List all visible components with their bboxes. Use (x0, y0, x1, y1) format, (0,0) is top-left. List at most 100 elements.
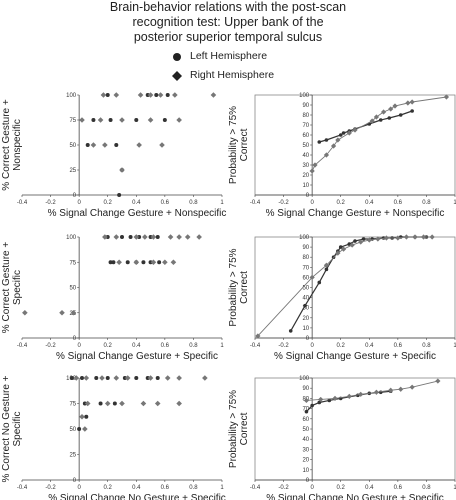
row3-probability-point-right (358, 391, 364, 397)
row3-scatter-point-left (70, 376, 74, 380)
row2-scatter-point-left (120, 235, 124, 239)
row2-scatter-point-right (167, 234, 174, 240)
row3-scatter-point-left (145, 376, 150, 380)
row2-probability-point-right (429, 234, 435, 240)
row1-probability-point-left (398, 113, 403, 117)
row2-probability-point-left (317, 280, 322, 285)
row1-scatter-point-right (79, 117, 85, 123)
row1-scatter-point-right (113, 92, 120, 98)
row1-scatter-point-right (210, 92, 217, 98)
row2-scatter-x-tick-label: -0.4 (17, 343, 28, 349)
row2-scatter-point-right (184, 234, 191, 240)
row3-probability-x-tick-label: 0.6 (394, 485, 403, 491)
row3-probability-point-right (373, 389, 380, 395)
row1-probability-frame (254, 94, 456, 196)
row3-probability-x-tick-label: -0.4 (250, 485, 261, 491)
row2-scatter-x-tick-label: 0.8 (189, 343, 198, 349)
title-line: Brain-behavior relations with the post-s… (109, 0, 347, 14)
row1-scatter-x-tick-label: 0.6 (161, 200, 170, 206)
row3-scatter-x-label: % Signal Change No Gesture + Specific (48, 493, 226, 500)
row2-scatter-point-right (150, 234, 157, 240)
row2-probability-point-right (383, 235, 390, 241)
row3-probability-point-right (332, 395, 338, 401)
row1-scatter-point-right (97, 117, 104, 123)
row2-probability-point-right (412, 234, 418, 240)
title-line: recognition test: Upper bank of the (132, 15, 324, 29)
row2-probability-point-left (288, 329, 293, 333)
row3-probability-point-left (310, 403, 314, 408)
row2-scatter-y-tick-label: 100 (66, 235, 77, 241)
row2-probability-y-tick-label: 70 (302, 265, 309, 271)
row1-probability-point-left (324, 138, 329, 142)
row1-probability-point-right (405, 100, 411, 106)
row1-scatter-point-right (147, 92, 154, 98)
row2-probability-point-right (403, 234, 410, 240)
row3-scatter-point-right (113, 375, 120, 381)
row1-probability-y-tick-label: 20 (302, 173, 309, 179)
row1-probability-y-tick-label: 60 (302, 133, 309, 139)
row2-scatter-point-right (59, 309, 65, 316)
row1-probability-point-right (388, 106, 394, 112)
row3-probability-x-tick-label: 0 (310, 485, 314, 491)
row1-scatter-y-label-line: Nonspecific (12, 119, 23, 171)
row3-scatter-point-left (105, 376, 110, 380)
row1-scatter-point-left (162, 118, 167, 122)
row1-probability-point-right (330, 143, 337, 149)
row1-scatter-x-tick-label: 0 (77, 200, 81, 206)
row3-probability-y-label: Probability > 75%Correct (228, 390, 250, 468)
row3-scatter-point-left (134, 376, 139, 380)
row2-probability-y-tick-label: 10 (302, 326, 309, 332)
row2-scatter-point-right (176, 234, 182, 240)
row2-scatter-point-left (148, 260, 153, 265)
row3-scatter-y-tick-label: 25 (69, 453, 76, 459)
row1-probability-point-right (373, 114, 380, 120)
row3-probability-point-right (346, 393, 352, 399)
row1-probability-x-tick-label: 0.6 (394, 200, 403, 206)
row2-probability-point-right (349, 242, 355, 248)
row3-probability-x-tick-label: 0.8 (422, 485, 431, 491)
row1-probability-point-right (409, 99, 415, 105)
figure-title: Brain-behavior relations with the post-s… (0, 0, 456, 45)
row2-probability-y-tick-label: 60 (302, 275, 309, 281)
row2-scatter-x-label: % Signal Change Gesture + Specific (56, 351, 218, 362)
row2-scatter-point-right (150, 259, 157, 266)
row1-scatter-point-right (172, 92, 178, 98)
row2-probability-point-right (335, 250, 341, 256)
row3-scatter-point-left (112, 401, 117, 406)
row3-scatter-x-tick-label: 0.8 (189, 485, 198, 491)
row3-probability-x-label: % Signal Change No Gesture + Specific (266, 493, 444, 500)
row3-probability-y-tick-label: 20 (302, 458, 309, 464)
row1-probability-x-tick-label: -0.4 (250, 200, 261, 206)
row1-probability-point-left (410, 109, 414, 113)
row1-scatter-point-left (108, 118, 113, 122)
row2-scatter-point-right (102, 234, 108, 240)
row1-probability-y-label-line: Probability > 75% (228, 106, 239, 184)
row3-probability-line-right (306, 380, 438, 401)
row1-scatter-y-tick-label: 100 (66, 93, 77, 99)
row3-scatter-point-right (79, 413, 85, 420)
row2-probability-point-right (366, 237, 372, 243)
row2-scatter-point-left (137, 235, 142, 239)
legend-entry-right: Right Hemisphere (170, 66, 274, 85)
row2-scatter-x-tick-label: 0 (77, 343, 81, 349)
row2-probability-line-left (290, 236, 427, 332)
row3-probability-y-tick-label: 60 (302, 417, 309, 423)
row1-probability-y-tick-label: 30 (302, 163, 309, 169)
row2-probability-y-label: Probability > 75%Correct (228, 248, 250, 326)
row1-scatter-y-tick-label: 25 (69, 168, 76, 174)
row1-probability-x-label: % Signal Change Gesture + Nonspecific (266, 208, 445, 219)
row3-scatter-point-left (77, 427, 82, 431)
row2-probability-frame (254, 236, 456, 339)
row3-probability-point-left (327, 398, 332, 403)
row1-probability-point-left (338, 133, 343, 137)
row3-scatter-point-right (176, 375, 182, 381)
row3-probability-x-tick-label: 1 (453, 485, 456, 491)
row1-probability-y-tick-label: 90 (302, 103, 309, 109)
row1-probability-line-right (311, 96, 447, 172)
row1-probability-point-left (387, 116, 392, 120)
row3-probability-y-tick-label: 10 (302, 468, 309, 474)
row1-scatter-x-tick-label: -0.2 (45, 200, 56, 206)
row1-scatter-point-left (85, 143, 90, 147)
row3-probability-point-right (303, 397, 310, 404)
row1-probability-point-left (341, 131, 346, 135)
